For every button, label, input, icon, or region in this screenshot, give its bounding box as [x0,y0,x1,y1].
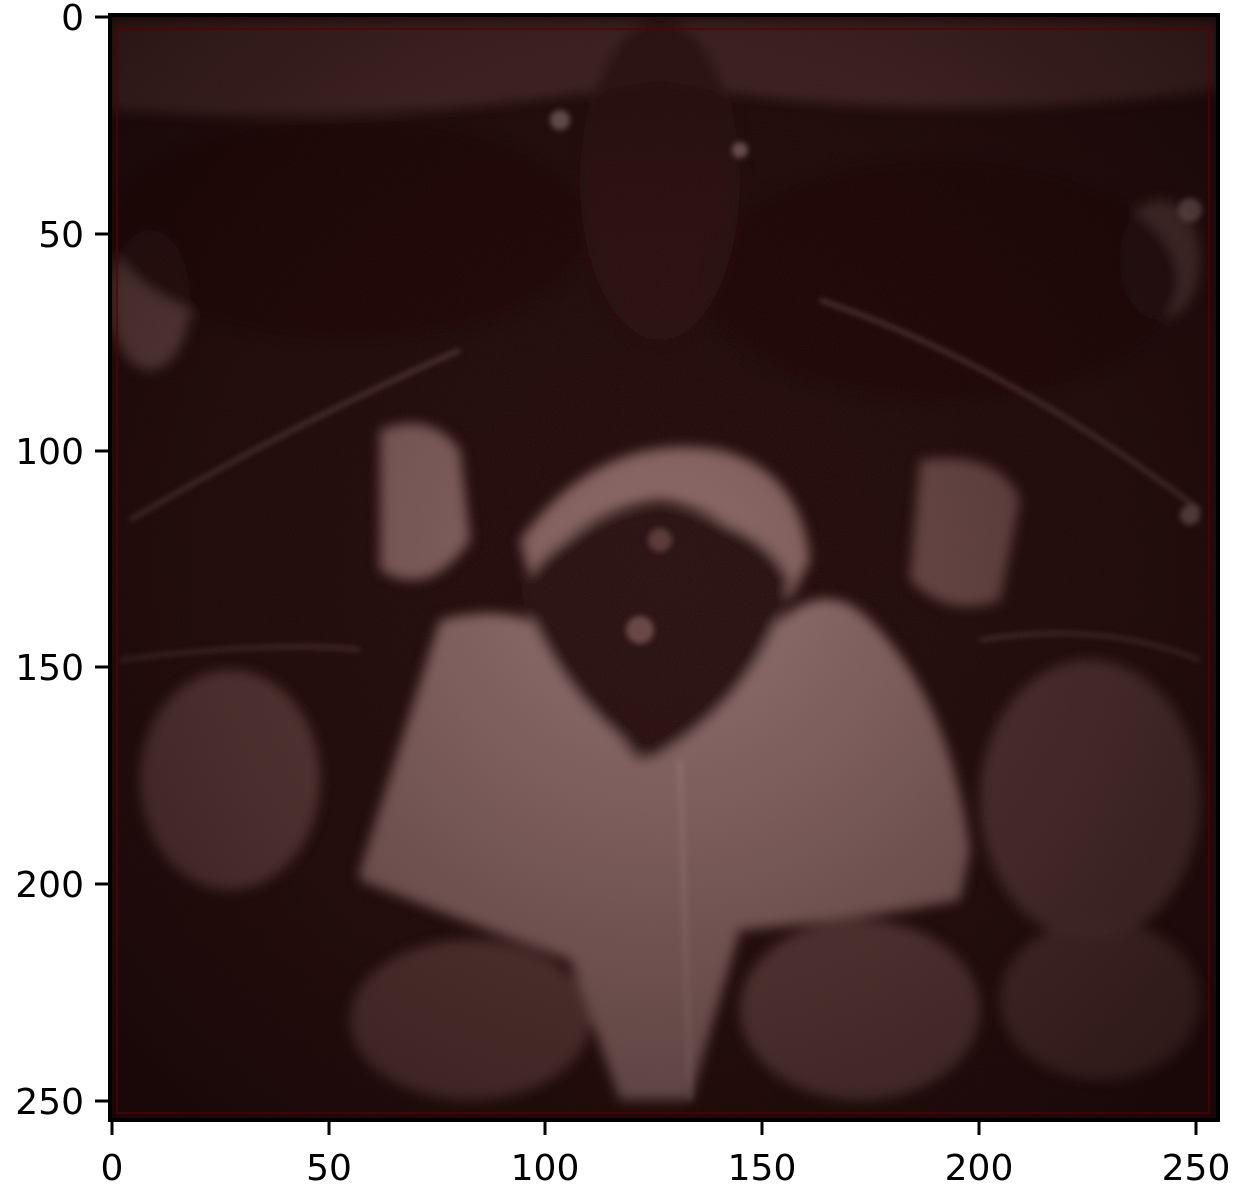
x-tick-label-200: 200 [945,1148,1014,1189]
y-axis: 0 50 100 150 200 250 [15,0,110,1123]
x-tick-label-150: 150 [728,1148,797,1189]
x-tick-label-250: 250 [1162,1148,1231,1189]
plot-frame [108,13,1220,1122]
y-tick-label-100: 100 [15,432,84,473]
y-tick-label-250: 250 [15,1082,84,1123]
x-tick-label-0: 0 [101,1148,124,1189]
y-tick-label-50: 50 [38,215,84,256]
x-tick-label-100: 100 [511,1148,580,1189]
y-tick-label-200: 200 [15,865,84,906]
y-tick-label-150: 150 [15,648,84,689]
x-axis: 0 50 100 150 200 250 [101,1120,1231,1189]
x-tick-label-50: 50 [306,1148,352,1189]
mri-image [110,15,1218,1120]
y-tick-label-0: 0 [61,0,84,39]
